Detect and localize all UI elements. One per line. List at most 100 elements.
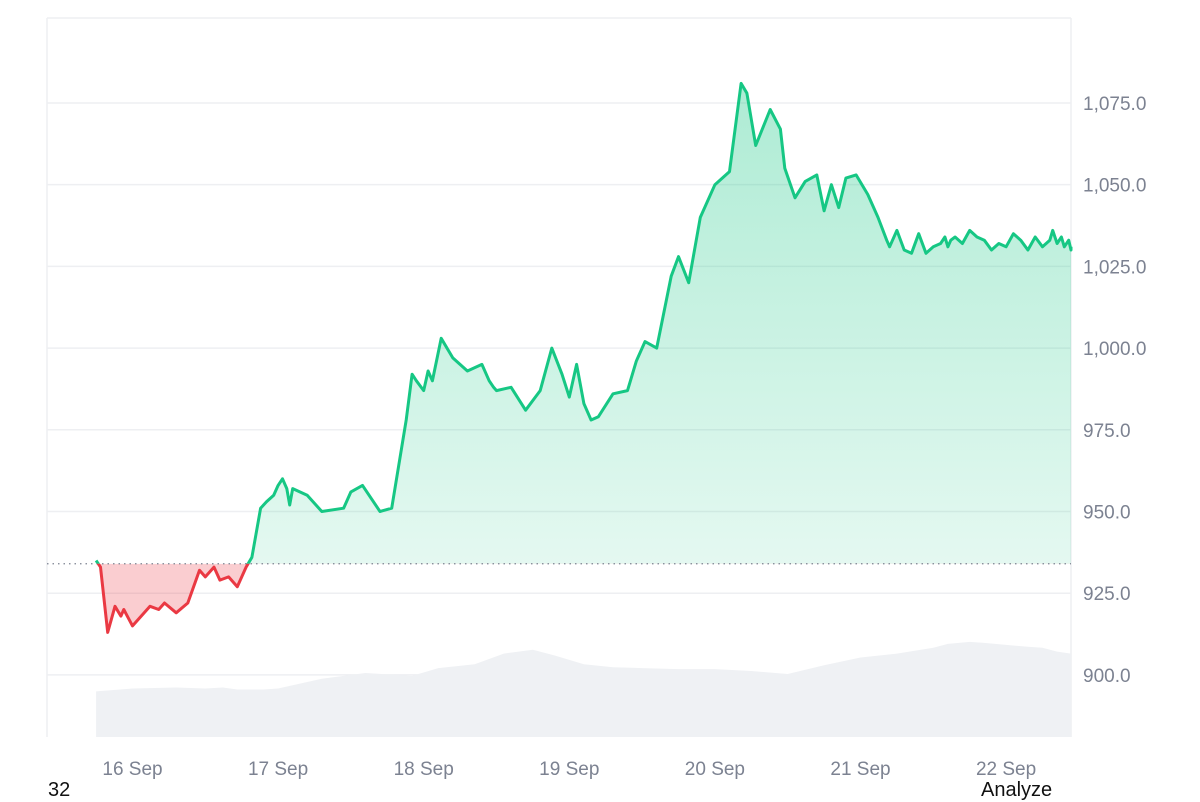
price-point[interactable] <box>876 215 880 219</box>
price-point[interactable] <box>131 624 135 628</box>
price-point[interactable] <box>829 183 833 187</box>
price-point[interactable] <box>885 238 889 242</box>
price-point[interactable] <box>487 379 491 383</box>
price-point[interactable] <box>982 238 986 242</box>
price-line-up[interactable] <box>94 81 1073 632</box>
price-point[interactable] <box>589 418 593 422</box>
price-point[interactable] <box>212 565 216 569</box>
price-point[interactable] <box>235 585 239 589</box>
price-point[interactable] <box>272 493 276 497</box>
price-point[interactable] <box>291 487 295 491</box>
price-point[interactable] <box>997 242 1001 246</box>
price-point[interactable] <box>227 575 231 579</box>
price-point[interactable] <box>778 127 782 131</box>
price-point[interactable] <box>113 604 117 608</box>
price-point[interactable] <box>902 248 906 252</box>
price-point[interactable] <box>669 274 673 278</box>
price-point[interactable] <box>1059 235 1063 239</box>
price-point[interactable] <box>404 418 408 422</box>
price-point[interactable] <box>854 173 858 177</box>
price-point[interactable] <box>1069 245 1073 249</box>
price-point[interactable] <box>924 251 928 255</box>
price-point[interactable] <box>567 395 571 399</box>
price-point[interactable] <box>378 510 382 514</box>
price-point[interactable] <box>1041 245 1045 249</box>
price-point[interactable] <box>119 614 123 618</box>
price-point[interactable] <box>960 242 964 246</box>
price-point[interactable] <box>305 493 309 497</box>
price-point[interactable] <box>745 91 749 95</box>
price-point[interactable] <box>218 578 222 582</box>
price-point[interactable] <box>410 372 414 376</box>
price-point[interactable] <box>122 608 126 612</box>
price-point[interactable] <box>611 392 615 396</box>
price-point[interactable] <box>1033 235 1037 239</box>
price-point[interactable] <box>990 248 994 252</box>
price-point[interactable] <box>975 235 979 239</box>
price-point[interactable] <box>414 379 418 383</box>
price-point[interactable] <box>1051 228 1055 232</box>
price-point[interactable] <box>1004 245 1008 249</box>
price-point[interactable] <box>803 179 807 183</box>
price-point[interactable] <box>1062 245 1066 249</box>
price-point[interactable] <box>250 555 254 559</box>
price-point[interactable] <box>492 385 496 389</box>
price-point[interactable] <box>698 215 702 219</box>
price-point[interactable] <box>815 173 819 177</box>
price-point[interactable] <box>866 193 870 197</box>
price-point[interactable] <box>430 379 434 383</box>
price-point[interactable] <box>390 506 394 510</box>
price-point[interactable] <box>596 415 600 419</box>
analyze-button[interactable]: Analyze <box>981 779 1053 801</box>
price-point[interactable] <box>259 506 263 510</box>
price-point[interactable] <box>1055 242 1059 246</box>
price-point[interactable] <box>1011 232 1015 236</box>
price-point[interactable] <box>946 245 950 249</box>
price-point[interactable] <box>422 389 426 393</box>
price-point[interactable] <box>888 245 892 249</box>
price-point[interactable] <box>349 490 353 494</box>
price-point[interactable] <box>739 81 743 85</box>
price-point[interactable] <box>288 503 292 507</box>
price-point[interactable] <box>157 608 161 612</box>
price-point[interactable] <box>968 228 972 232</box>
price-point[interactable] <box>939 242 943 246</box>
price-point[interactable] <box>439 336 443 340</box>
price-point[interactable] <box>626 389 630 393</box>
price-point[interactable] <box>575 362 579 366</box>
price-point[interactable] <box>1048 238 1052 242</box>
price-point[interactable] <box>713 183 717 187</box>
price-point[interactable] <box>426 369 430 373</box>
price-point[interactable] <box>917 232 921 236</box>
price-point[interactable] <box>186 601 190 605</box>
price-point[interactable] <box>943 235 947 239</box>
price-point[interactable] <box>451 356 455 360</box>
price-point[interactable] <box>931 245 935 249</box>
price-point[interactable] <box>582 402 586 406</box>
price-point[interactable] <box>320 510 324 514</box>
price-point[interactable] <box>910 251 914 255</box>
price-point[interactable] <box>198 568 202 572</box>
price-point[interactable] <box>538 389 542 393</box>
price-point[interactable] <box>677 255 681 259</box>
price-point[interactable] <box>106 630 110 634</box>
price-point[interactable] <box>655 346 659 350</box>
price-point[interactable] <box>768 108 772 112</box>
price-point[interactable] <box>837 206 841 210</box>
price-point[interactable] <box>265 500 269 504</box>
price-point[interactable] <box>783 166 787 170</box>
price-point[interactable] <box>465 369 469 373</box>
price-series[interactable] <box>94 81 1073 634</box>
price-point[interactable] <box>1026 248 1030 252</box>
price-point[interactable] <box>276 483 280 487</box>
price-point[interactable] <box>844 176 848 180</box>
price-point[interactable] <box>361 483 365 487</box>
price-point[interactable] <box>203 575 207 579</box>
price-point[interactable] <box>1019 238 1023 242</box>
price-point[interactable] <box>524 408 528 412</box>
price-point[interactable] <box>754 144 758 148</box>
price-point[interactable] <box>949 238 953 242</box>
price-point[interactable] <box>281 477 285 481</box>
price-point[interactable] <box>643 340 647 344</box>
